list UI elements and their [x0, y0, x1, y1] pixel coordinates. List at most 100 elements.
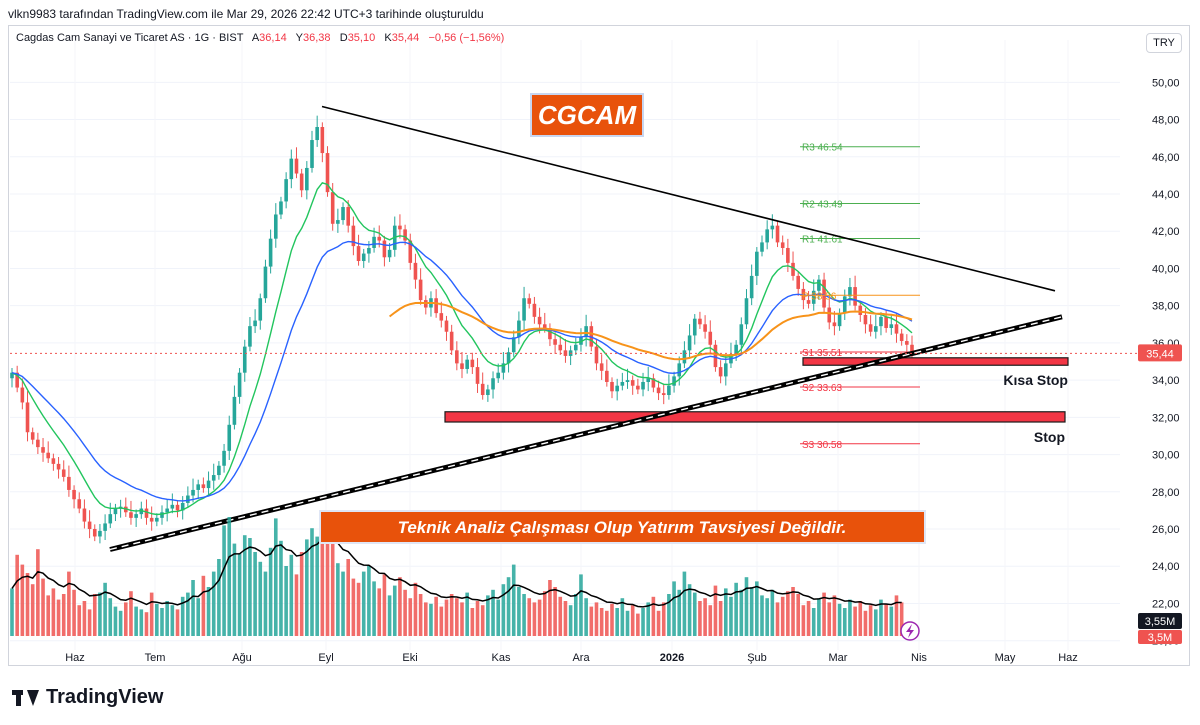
volume-bar — [579, 574, 583, 636]
x-tick-label: Nis — [911, 652, 927, 664]
candle-body — [377, 236, 382, 241]
stop-zone-label: Stop — [1034, 429, 1065, 445]
volume-bar — [620, 598, 625, 636]
volume-bar — [82, 601, 87, 636]
candle-body — [542, 324, 547, 329]
candle-body — [506, 352, 511, 364]
candle-body — [527, 298, 532, 304]
candle-body — [532, 303, 537, 317]
candle-body — [284, 179, 288, 202]
volume-bar — [232, 543, 237, 636]
candle-body — [889, 324, 894, 329]
candle-body — [92, 529, 97, 537]
candle-body — [480, 383, 485, 396]
candle-body — [336, 220, 340, 224]
volume-bar — [858, 601, 863, 636]
volume-bar — [568, 605, 573, 636]
volume-bar — [780, 596, 785, 636]
candle-body — [687, 335, 692, 351]
candle-body — [449, 331, 454, 351]
volume-bar — [801, 605, 806, 636]
candle-body — [299, 173, 304, 191]
candle-body — [77, 499, 82, 509]
candle-body — [330, 192, 335, 224]
volume-bar — [284, 566, 288, 636]
y-tick-label: 48,00 — [1152, 115, 1180, 127]
volume-bar — [191, 580, 195, 636]
volume-bar — [770, 589, 775, 636]
candle-body — [465, 359, 469, 369]
volume-bar — [41, 578, 45, 636]
support-trendline-dash — [109, 316, 1063, 551]
candle-body — [605, 370, 609, 382]
volume-bar — [356, 582, 361, 636]
candle-body — [418, 279, 423, 301]
candle-body — [553, 339, 557, 345]
volume-bar — [258, 561, 263, 636]
volume-bar — [382, 574, 387, 636]
volume-bar — [811, 608, 816, 636]
chart-title: CGCAM — [538, 100, 638, 130]
y-tick-label: 50,00 — [1152, 77, 1180, 89]
volume-bar — [336, 563, 340, 636]
candle-body — [858, 305, 863, 315]
volume-bar — [470, 608, 475, 636]
candle-body — [620, 381, 625, 386]
volume-bar — [682, 571, 687, 636]
y-tick-label: 30,00 — [1152, 450, 1180, 462]
volume-bar — [263, 571, 268, 636]
volume-bar — [77, 605, 82, 636]
candle-body — [289, 158, 294, 180]
stop-zone — [444, 411, 1066, 423]
volume-bar — [418, 594, 423, 636]
volume-bar — [398, 577, 402, 636]
volume-bar — [884, 603, 888, 636]
volume-bar — [610, 603, 614, 636]
volume-bar — [496, 599, 501, 636]
candle-body — [232, 396, 237, 425]
candle-body — [144, 508, 149, 518]
candle-body — [196, 484, 201, 490]
volume-bar — [455, 598, 459, 636]
candle-body — [263, 266, 268, 299]
volume-bar — [708, 605, 713, 636]
volume-bar — [542, 591, 547, 636]
candle-body — [155, 517, 159, 522]
candle-body — [372, 236, 376, 248]
candle-body — [258, 298, 263, 321]
volume-bar — [248, 538, 252, 636]
volume-bar — [687, 584, 692, 636]
candle-body — [894, 324, 899, 334]
candle-body — [351, 225, 356, 247]
volume-bar — [351, 578, 356, 636]
candle-body — [682, 350, 687, 364]
symbol-name[interactable]: Cagdas Cam Sanayi ve Ticaret AS · 1G · B… — [16, 32, 244, 44]
candle-body — [149, 517, 154, 522]
x-tick-label: 2026 — [660, 652, 684, 664]
currency-button[interactable]: TRY — [1146, 33, 1182, 53]
volume-bar — [30, 584, 35, 636]
volume-bar — [517, 587, 521, 636]
candle-body — [72, 489, 76, 500]
low-label: D — [339, 32, 348, 44]
resistance-trendline — [321, 105, 1056, 292]
volume-bar — [20, 564, 25, 636]
candle-body — [806, 300, 811, 304]
volume-bar — [315, 536, 319, 636]
volume-bar — [392, 585, 397, 636]
volume-bar — [134, 606, 138, 636]
disclaimer-text: Teknik Analiz Çalışması Olup Yatırım Tav… — [398, 518, 847, 537]
tradingview-logo-icon — [12, 689, 39, 706]
volume-bar — [832, 595, 837, 636]
candle-body — [667, 385, 671, 396]
candle-body — [30, 432, 35, 440]
candle-body — [765, 229, 769, 243]
volume-bar — [868, 605, 873, 636]
volume-bar — [434, 596, 438, 636]
volume-bar — [822, 592, 826, 636]
volume-bar — [25, 573, 30, 636]
candle-body — [10, 372, 14, 379]
volume-bar — [527, 598, 532, 636]
volume-bar — [842, 608, 847, 636]
